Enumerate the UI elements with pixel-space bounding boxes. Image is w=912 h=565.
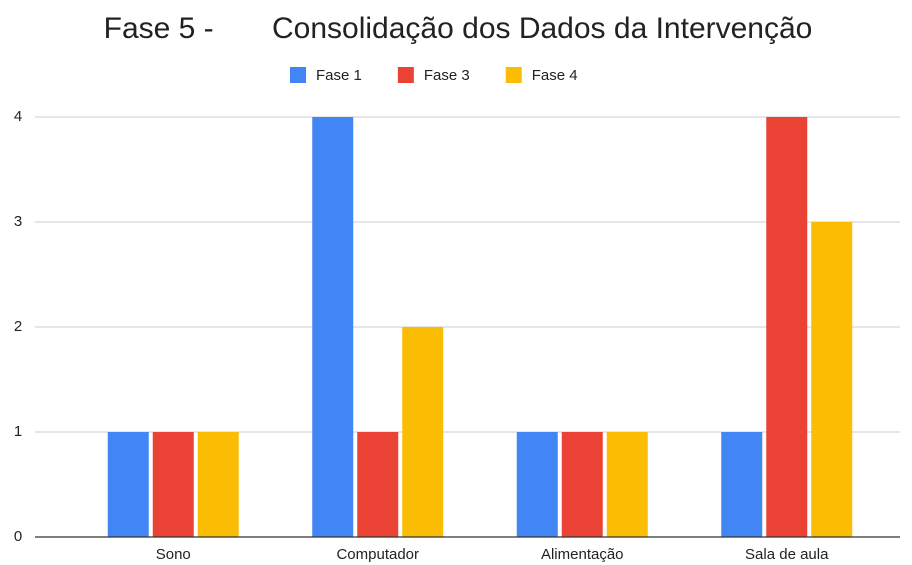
- y-tick-label: 3: [14, 213, 22, 230]
- bar: [721, 432, 763, 537]
- bar: [766, 117, 808, 537]
- x-tick-label: Computador: [336, 546, 419, 563]
- chart-title: Fase 5 - Consolidação dos Dados da Inter…: [104, 12, 813, 45]
- bar: [606, 432, 648, 537]
- bar: [402, 327, 444, 537]
- y-tick-label: 2: [14, 318, 22, 335]
- bar: [312, 117, 354, 537]
- bar: [811, 222, 853, 537]
- legend-label: Fase 3: [424, 67, 470, 84]
- legend-swatch: [505, 67, 522, 83]
- legend-swatch: [290, 67, 306, 83]
- bar: [561, 432, 603, 537]
- x-tick-label: Alimentação: [541, 546, 624, 563]
- bar: [107, 432, 149, 537]
- legend-label: Fase 1: [316, 67, 362, 84]
- y-tick-label: 4: [14, 108, 22, 125]
- x-tick-label: Sala de aula: [745, 546, 829, 563]
- bar: [357, 432, 399, 537]
- bar: [197, 432, 239, 537]
- bar: [152, 432, 194, 537]
- legend-label: Fase 4: [532, 67, 578, 84]
- legend-swatch: [397, 67, 414, 83]
- bar: [516, 432, 558, 537]
- y-tick-label: 1: [14, 423, 22, 440]
- x-tick-label: Sono: [156, 546, 191, 563]
- y-tick-label: 0: [14, 528, 22, 545]
